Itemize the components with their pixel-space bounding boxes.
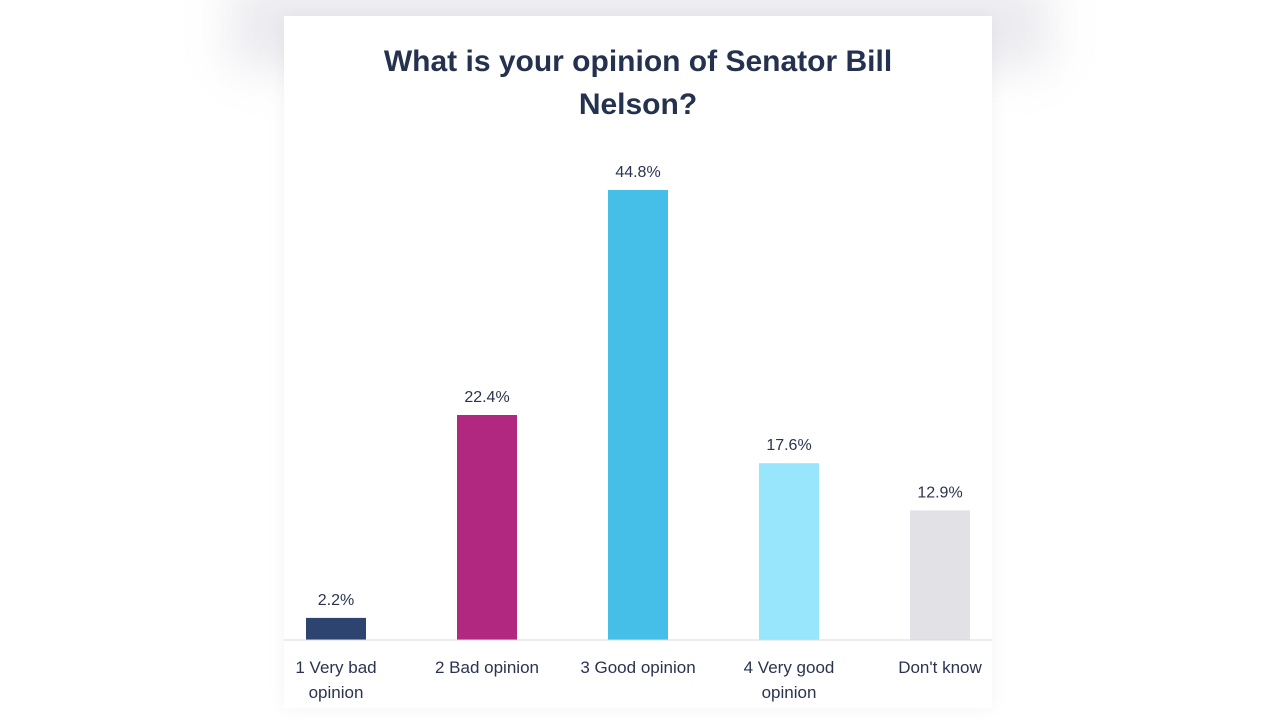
chart-title-line-1: What is your opinion of Senator Bill — [383, 45, 893, 78]
chart-title: What is your opinion of Senator Bill Nel… — [284, 40, 992, 126]
chart-title-line-2: Nelson? — [578, 88, 698, 121]
category-label-5: Don't know — [898, 658, 982, 677]
data-label-5: 12.9% — [917, 484, 962, 501]
data-label-2: 22.4% — [464, 389, 509, 406]
category-label-4-line-2: opinion — [762, 683, 817, 702]
chart-card: What is your opinion of Senator Bill Nel… — [284, 16, 992, 708]
bar-1 — [306, 617, 366, 640]
bar-3 — [608, 190, 668, 640]
bar-4 — [759, 463, 819, 640]
bar-5 — [910, 510, 970, 640]
bar-2 — [457, 415, 517, 640]
category-label-1-line-2: opinion — [309, 683, 364, 702]
category-label-1-line-1: 1 Very bad — [295, 658, 376, 677]
data-label-4: 17.6% — [766, 437, 811, 454]
data-label-3: 44.8% — [615, 164, 660, 181]
category-label-4-line-1: 4 Very good — [744, 658, 835, 677]
bar-chart: 2.2% 1 Very bad opinion 22.4% 2 Bad opinion 4… — [284, 164, 992, 702]
category-label-2: 2 Bad opinion — [435, 658, 539, 677]
category-label-3: 3 Good opinion — [580, 658, 695, 677]
data-label-1: 2.2% — [318, 592, 354, 609]
